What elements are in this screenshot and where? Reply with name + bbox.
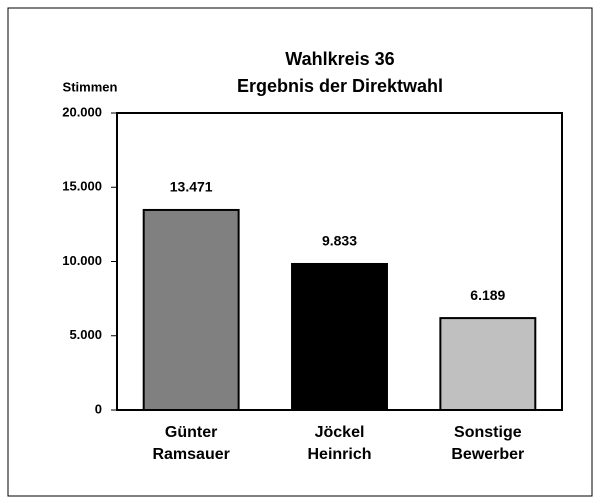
value-label: 6.189 [470,287,505,303]
y-tick-label: 15.000 [62,179,102,194]
chart-subtitle: Ergebnis der Direktwahl [237,76,443,96]
x-tick-label: Jöckel Heinrich [307,424,372,463]
y-tick-label: 20.000 [62,104,102,119]
bar [142,208,240,411]
y-axis-label: Stimmen [63,79,118,94]
y-tick-label: 0 [95,401,102,416]
y-tick-label: 10.000 [62,253,102,268]
chart-title: Wahlkreis 36 [285,49,394,69]
x-tick-label: Sonstige Bewerber [451,424,525,463]
value-label: 9.833 [322,233,357,249]
y-tick-label: 5.000 [69,327,102,342]
value-label: 13.471 [170,179,213,195]
x-tick-label: Günter Ramsauer [152,424,230,463]
bar [291,262,388,411]
bar [439,317,537,411]
